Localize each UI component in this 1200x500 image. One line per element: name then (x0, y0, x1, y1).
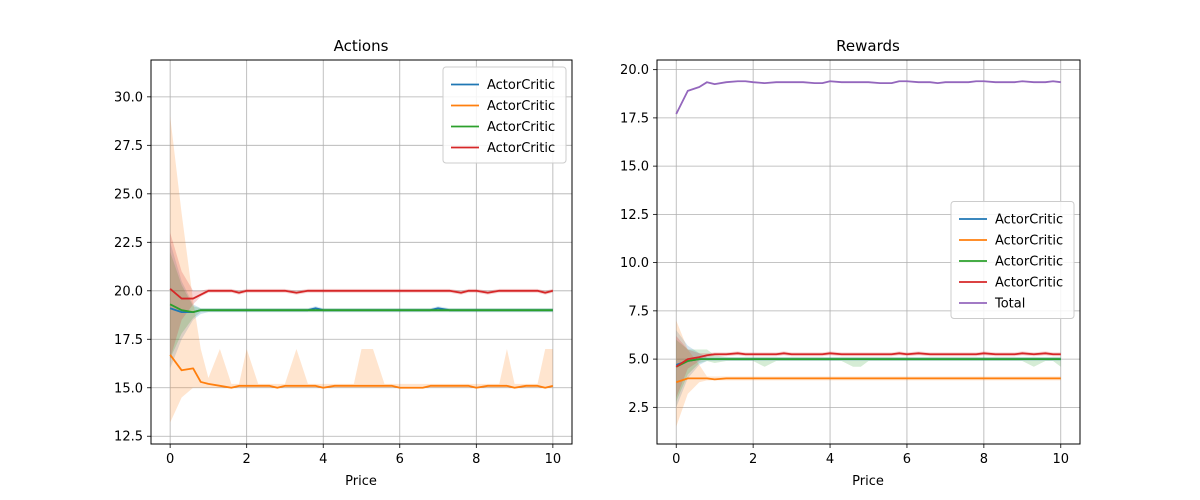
actions-panel: Actions 0 2 4 6 8 10 12.5 15.0 17.5 20.0 22.5 25.0… (114, 37, 573, 489)
actions-y-ticks: 12.5 15.0 17.5 20.0 22.5 25.0 27.5 30.0 (114, 90, 151, 445)
actions-x-axis-label: Price (345, 474, 377, 489)
actions-bands (170, 116, 553, 423)
rewards-y-tick-label: 10.0 (620, 256, 649, 271)
rewards-legend-label: ActorCritic (995, 255, 1063, 270)
actions-y-tick-label: 27.5 (114, 139, 143, 154)
actions-y-tick-label: 30.0 (114, 90, 143, 105)
actions-x-tick-label: 4 (319, 452, 327, 467)
rewards-series-3-line (675, 352, 1061, 368)
actions-legend-box (442, 66, 567, 164)
rewards-x-tick-label: 0 (672, 452, 680, 467)
rewards-y-tick-label: 7.5 (628, 304, 649, 319)
rewards-series-4-line (675, 80, 1061, 115)
actions-x-tick-label: 2 (243, 452, 251, 467)
rewards-panel: Rewards 0 2 4 6 8 10 2.5 5.0 7.5 10.0 12.5 15.0 17.… (620, 37, 1081, 489)
rewards-legend-label: Total (994, 297, 1025, 312)
actions-lines (169, 288, 554, 389)
actions-y-tick-label: 25.0 (114, 187, 143, 202)
actions-y-tick-label: 17.5 (114, 333, 143, 348)
actions-legend-label: ActorCritic (487, 120, 555, 135)
rewards-lines (675, 80, 1061, 384)
actions-title: Actions (334, 37, 389, 55)
rewards-y-tick-label: 5.0 (628, 353, 649, 368)
actions-legend-label: ActorCritic (487, 99, 555, 114)
actions-series-1-band (170, 116, 553, 423)
actions-x-tick-label: 10 (545, 452, 562, 467)
rewards-legend-label: ActorCritic (995, 234, 1063, 249)
rewards-legend-label: ActorCritic (995, 213, 1063, 228)
rewards-x-ticks: 0 2 4 6 8 10 (672, 444, 1069, 467)
actions-axes-frame (150, 59, 573, 445)
actions-legend-label: ActorCritic (487, 78, 555, 93)
rewards-title: Rewards (836, 37, 900, 55)
rewards-y-ticks: 2.5 5.0 7.5 10.0 12.5 15.0 17.5 20.0 (620, 63, 657, 416)
actions-series-3-line (169, 288, 554, 300)
actions-y-tick-label: 12.5 (114, 430, 143, 445)
rewards-y-tick-label: 12.5 (620, 208, 649, 223)
actions-x-tick-label: 0 (166, 452, 174, 467)
actions-x-tick-label: 6 (396, 452, 404, 467)
rewards-y-tick-label: 17.5 (620, 111, 649, 126)
actions-legend: ActorCritic ActorCritic ActorCritic ActorCr… (442, 66, 567, 164)
rewards-y-tick-label: 20.0 (620, 63, 649, 78)
actions-y-tick-label: 22.5 (114, 236, 143, 251)
rewards-x-tick-label: 6 (903, 452, 911, 467)
actions-series-2-line (169, 303, 553, 314)
rewards-x-tick-label: 4 (826, 452, 834, 467)
rewards-y-tick-label: 15.0 (620, 160, 649, 175)
actions-y-tick-label: 20.0 (114, 284, 143, 299)
actions-x-tick-label: 8 (472, 452, 480, 467)
rewards-x-tick-label: 8 (980, 452, 988, 467)
rewards-legend-box (950, 201, 1075, 319)
actions-legend-label: ActorCritic (487, 141, 555, 156)
rewards-axes-frame (656, 59, 1081, 445)
actions-x-ticks: 0 2 4 6 8 10 (166, 444, 561, 467)
rewards-x-tick-label: 10 (1052, 452, 1069, 467)
rewards-legend: ActorCritic ActorCritic ActorCritic ActorCr… (950, 201, 1075, 319)
rewards-series-2-line (675, 358, 1061, 368)
rewards-x-axis-label: Price (852, 474, 884, 489)
rewards-y-tick-label: 2.5 (628, 401, 649, 416)
actions-series-1-line (169, 354, 554, 389)
rewards-legend-label: ActorCritic (995, 276, 1063, 291)
actions-y-tick-label: 15.0 (114, 381, 143, 396)
rewards-series-1-line (675, 377, 1061, 384)
rewards-x-tick-label: 2 (749, 452, 757, 467)
